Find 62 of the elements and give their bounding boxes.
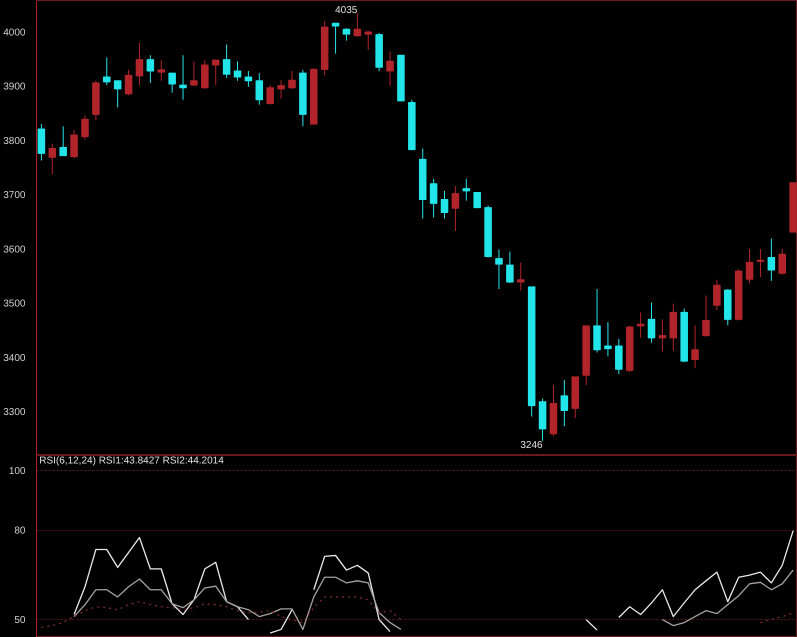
candlestick — [70, 130, 78, 159]
candlestick — [713, 279, 721, 311]
candlestick — [212, 60, 220, 86]
candlestick — [615, 338, 623, 375]
candlestick — [604, 322, 612, 357]
annotation: 4035 — [335, 4, 358, 16]
candlestick — [430, 178, 438, 218]
candlestick — [266, 84, 274, 106]
candlestick — [59, 126, 67, 156]
candlestick — [560, 380, 568, 427]
y-tick-label: 100 — [8, 466, 26, 477]
candlestick — [658, 318, 666, 352]
candlestick — [179, 54, 187, 100]
candlestick — [386, 50, 394, 86]
candlestick — [256, 72, 264, 106]
candlestick — [201, 60, 209, 90]
candlestick — [462, 178, 470, 202]
candlestick — [48, 143, 56, 175]
candlestick — [244, 70, 252, 88]
y-tick-label: 4000 — [3, 27, 26, 38]
chart-title: RSI(6,12,24) RSI1:43.8427 RSI2:44.2014 — [39, 456, 224, 466]
candlestick — [332, 22, 340, 54]
y-tick-label: 3900 — [3, 82, 26, 93]
candlestick — [756, 248, 764, 278]
candlestick — [114, 80, 122, 108]
y-tick-label: 3300 — [3, 407, 26, 418]
y-tick-label: 50 — [14, 615, 26, 626]
y-tick-label: 3700 — [3, 190, 26, 202]
candlestick — [452, 185, 460, 232]
candlestick — [342, 28, 350, 42]
candlestick — [234, 60, 242, 82]
y-tick-label: 3500 — [3, 298, 26, 310]
candlestick — [506, 251, 514, 284]
y-tick-label: 80 — [14, 526, 26, 537]
candlestick — [136, 42, 144, 86]
y-tick-label: 3800 — [3, 136, 26, 147]
candlestick — [648, 302, 656, 344]
candlestick — [81, 114, 89, 140]
candlestick — [593, 288, 601, 353]
candlestick — [440, 190, 448, 220]
y-tick-label: 3600 — [3, 244, 26, 256]
candlestick — [157, 60, 166, 82]
candlestick — [103, 56, 111, 86]
candlestick — [354, 12, 362, 38]
candlestick — [517, 262, 525, 292]
candlestick — [778, 248, 786, 276]
candlestick — [768, 238, 776, 282]
candlestick — [124, 69, 132, 96]
candlestick — [146, 54, 154, 84]
y-tick-label: 3400 — [3, 352, 26, 364]
candlestick — [288, 70, 296, 90]
candlestick — [746, 248, 754, 284]
candlestick — [702, 295, 710, 338]
candlestick — [277, 80, 285, 100]
candlestick — [364, 30, 372, 50]
candlestick — [691, 324, 699, 369]
candlestick — [190, 60, 198, 86]
candlestick — [168, 72, 176, 94]
candlestick — [495, 248, 503, 290]
candlestick — [636, 312, 644, 338]
candlestick — [222, 44, 230, 79]
annotation: 3246 — [520, 440, 543, 451]
